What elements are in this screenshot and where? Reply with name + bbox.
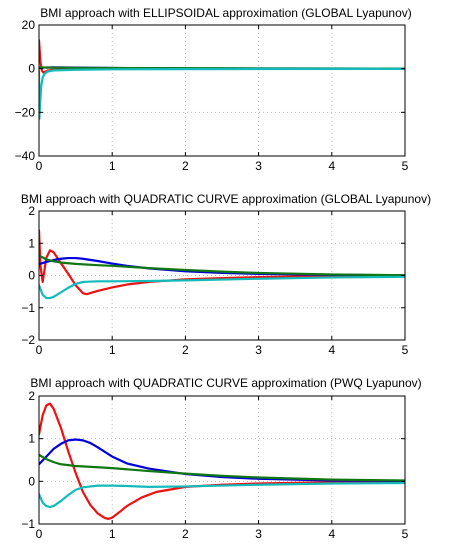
y-tick-label: 0	[28, 62, 35, 76]
x-tick-label: 2	[182, 159, 189, 173]
series-line-blue	[39, 256, 405, 277]
series-line-red	[39, 229, 405, 296]
axes-frame	[38, 395, 406, 525]
x-tick-label: 3	[255, 159, 262, 173]
x-tick-label: 0	[36, 159, 43, 173]
series-line-blue	[39, 438, 405, 483]
x-tick-label: 2	[182, 527, 189, 541]
x-tick-label: 3	[255, 343, 262, 357]
x-tick-label: 0	[36, 343, 43, 357]
chart-panel-3: BMI approach with QUADRATIC CURVE approx…	[21, 376, 421, 541]
series-line-green	[39, 254, 405, 277]
plot-area	[39, 396, 405, 524]
x-tick-label: 1	[109, 159, 116, 173]
series-line-green	[39, 453, 405, 482]
axes-frame	[38, 24, 406, 157]
y-tick-label: 20	[22, 18, 36, 32]
x-tick-label: 4	[328, 343, 335, 357]
y-tick-label: −1	[21, 517, 35, 531]
x-tick-label: 2	[182, 343, 189, 357]
chart-title: BMI approach with QUADRATIC CURVE approx…	[30, 376, 421, 390]
y-tick-label: 0	[28, 269, 35, 283]
y-tick-label: −1	[21, 301, 35, 315]
chart-title: BMI approach with ELLIPSOIDAL approximat…	[40, 6, 412, 20]
y-tick-label: −40	[15, 149, 36, 163]
y-tick-label: 1	[28, 236, 35, 250]
y-tick-label: 1	[28, 432, 35, 446]
series-line-cyan	[39, 275, 405, 300]
x-tick-label: 5	[402, 527, 409, 541]
x-tick-label: 1	[109, 527, 116, 541]
x-tick-label: 1	[109, 343, 116, 357]
y-tick-label: −2	[21, 333, 35, 347]
x-tick-label: 5	[402, 343, 409, 357]
x-tick-label: 4	[328, 527, 335, 541]
y-tick-label: 2	[28, 389, 35, 403]
x-tick-label: 4	[328, 159, 335, 173]
chart-title: BMI approach with QUADRATIC CURVE approx…	[21, 192, 431, 206]
chart-panel-1: BMI approach with ELLIPSOIDAL approximat…	[15, 6, 412, 173]
x-tick-label: 5	[402, 159, 409, 173]
x-tick-label: 3	[255, 527, 262, 541]
series-line-cyan	[39, 481, 405, 509]
y-tick-label: −20	[15, 105, 36, 119]
series-line-cyan	[39, 67, 405, 120]
y-tick-label: 0	[28, 474, 35, 488]
plot-area	[39, 25, 405, 156]
chart-panel-2: BMI approach with QUADRATIC CURVE approx…	[21, 192, 431, 357]
y-tick-label: 2	[28, 204, 35, 218]
x-tick-label: 0	[36, 527, 43, 541]
